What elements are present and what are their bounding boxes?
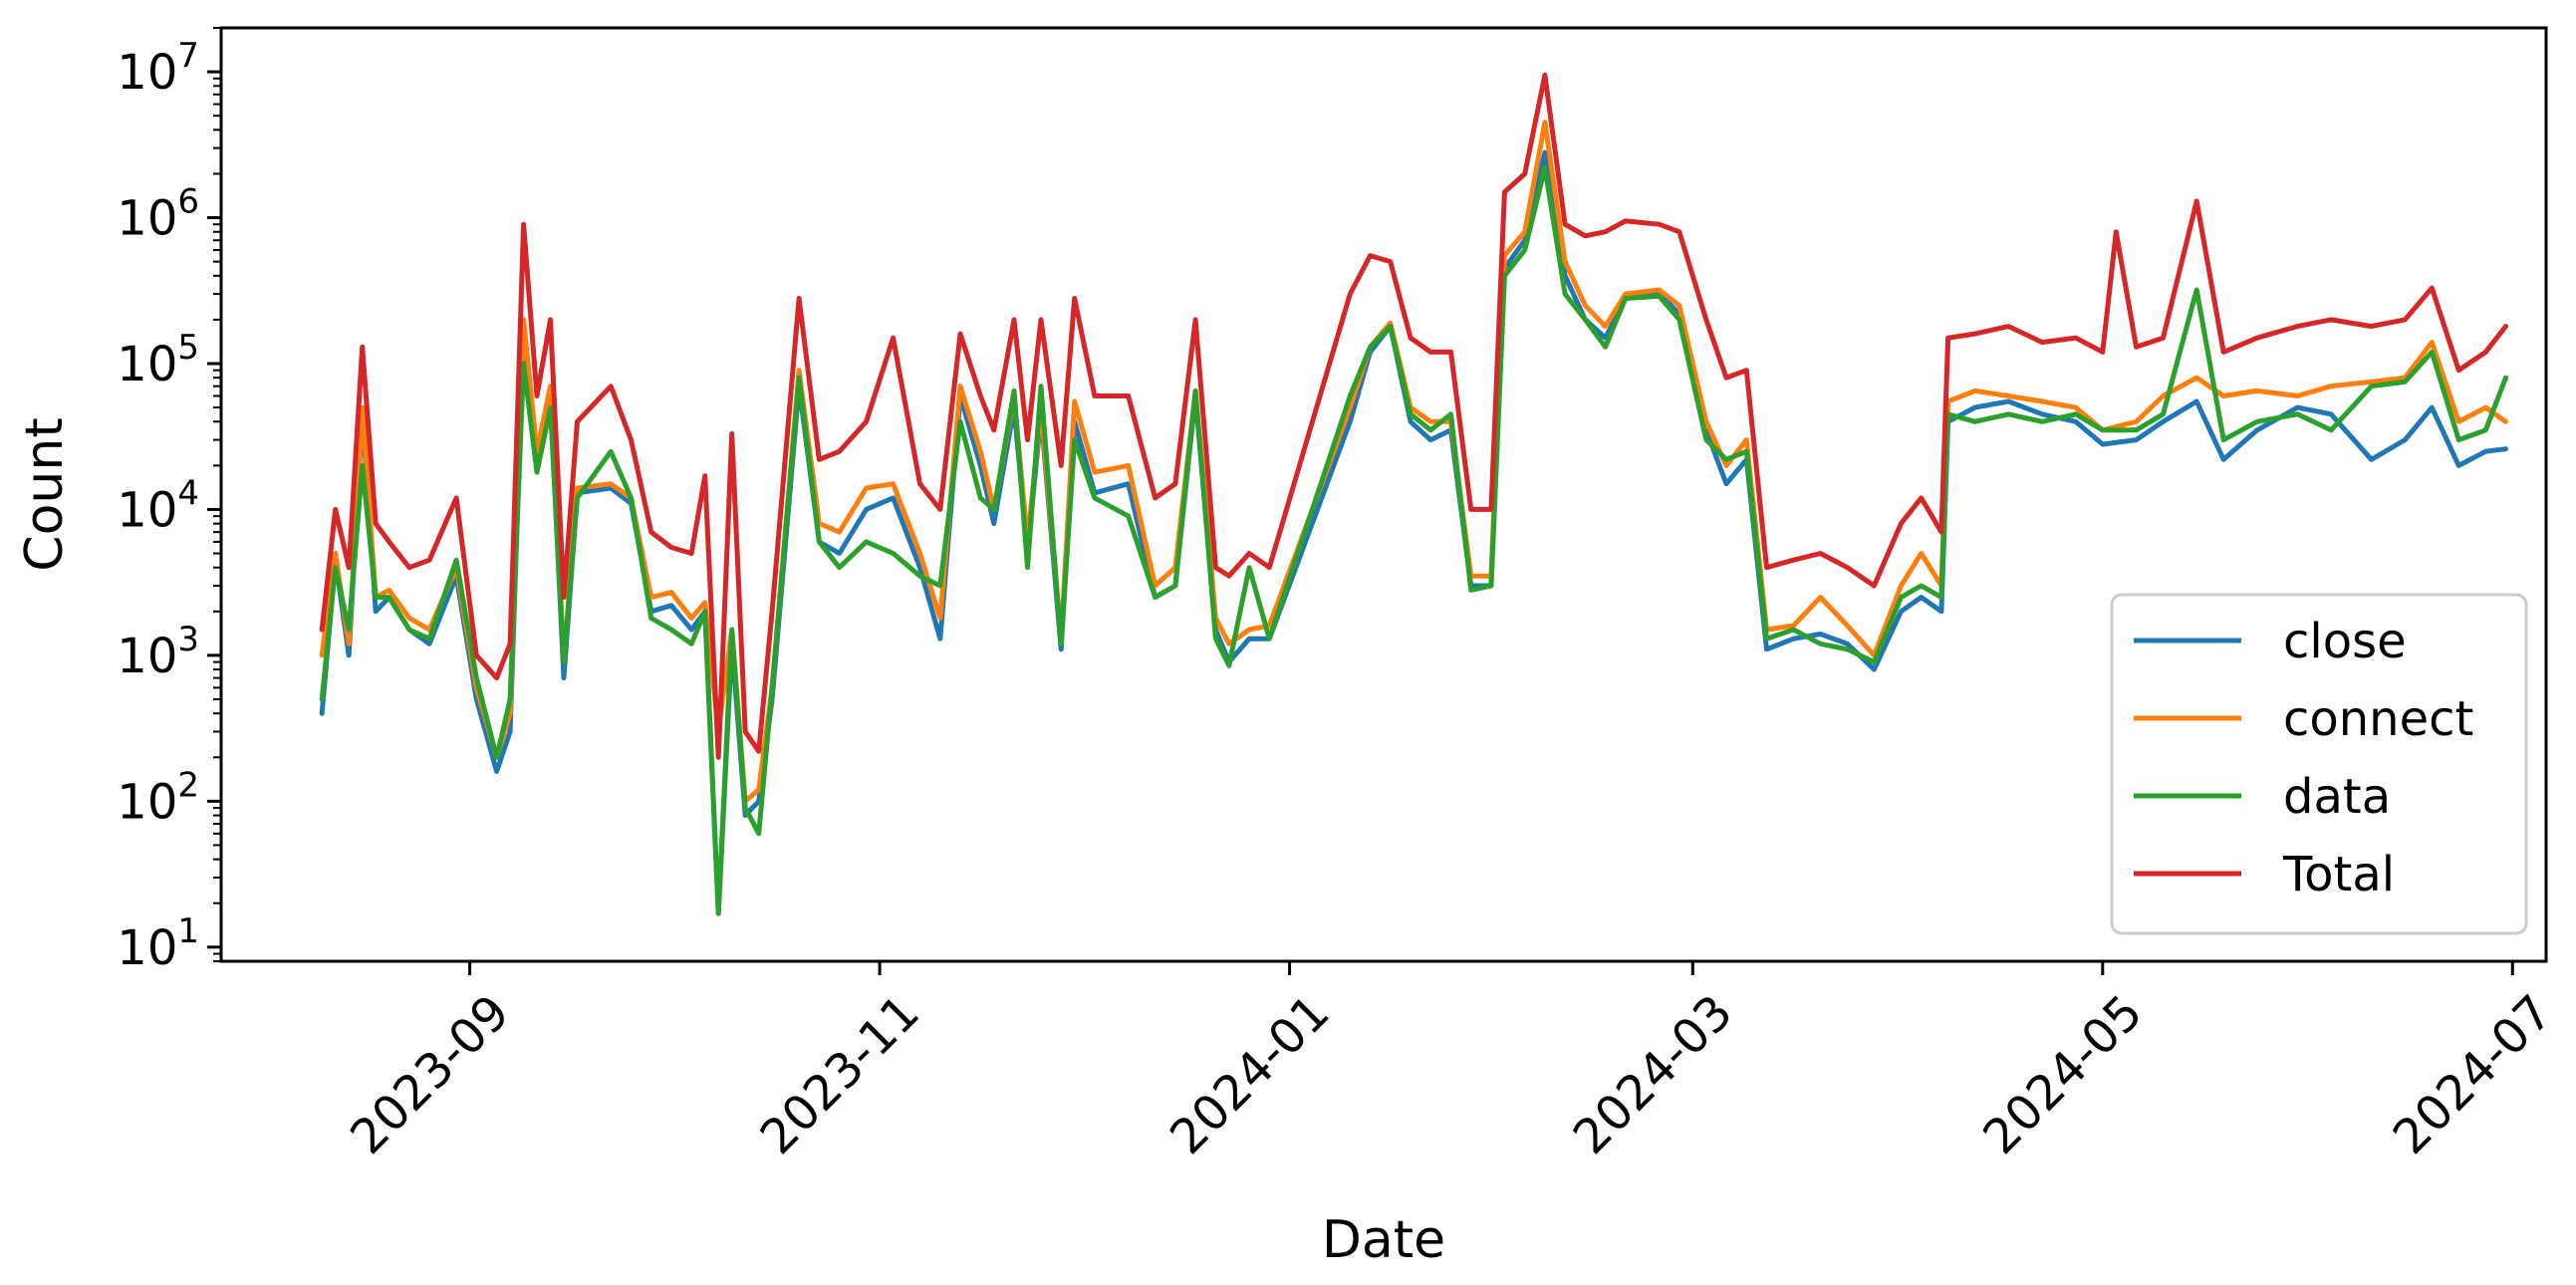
plot-frame bbox=[219, 26, 2548, 963]
x-tick-label: 2024-03 bbox=[1563, 984, 1743, 1164]
legend-item-connect: connect bbox=[2134, 691, 2473, 747]
y-tick-label: 105 bbox=[117, 328, 199, 392]
legend-item-total: Total bbox=[2134, 847, 2395, 902]
series-layer bbox=[319, 72, 2508, 916]
legend: close connect data Total bbox=[2110, 593, 2528, 935]
legend-box bbox=[2110, 593, 2528, 935]
legend-label: data bbox=[2283, 769, 2391, 825]
y-tick-label: 106 bbox=[117, 182, 199, 247]
y-tick-label: 107 bbox=[117, 36, 199, 101]
series-line-data bbox=[319, 164, 2508, 916]
x-axis-label: Date bbox=[1322, 1210, 1445, 1270]
y-tick-label: 101 bbox=[117, 911, 199, 976]
x-tick-label: 2024-05 bbox=[1972, 984, 2153, 1164]
y-axis: 101 102 103 104 105 106 107 bbox=[117, 27, 221, 976]
y-tick-label: 102 bbox=[117, 765, 199, 830]
x-tick-label: 2023-09 bbox=[340, 984, 520, 1164]
legend-item-close: close bbox=[2134, 614, 2407, 669]
legend-label: connect bbox=[2283, 691, 2473, 747]
y-tick-label: 104 bbox=[117, 473, 199, 538]
series-line-total bbox=[319, 72, 2508, 760]
legend-label: close bbox=[2283, 614, 2407, 669]
x-tick-label: 2024-07 bbox=[2383, 984, 2563, 1164]
y-axis-label: Count bbox=[15, 417, 75, 571]
x-tick-label: 2023-11 bbox=[750, 984, 930, 1164]
x-tick-label: 2024-01 bbox=[1159, 984, 1340, 1164]
x-axis: 2023-09 2023-11 2024-01 2024-03 2024-05 2024-… bbox=[340, 961, 2563, 1165]
legend-label: Total bbox=[2282, 847, 2395, 902]
legend-item-data: data bbox=[2134, 769, 2391, 825]
y-tick-label: 103 bbox=[117, 620, 199, 684]
